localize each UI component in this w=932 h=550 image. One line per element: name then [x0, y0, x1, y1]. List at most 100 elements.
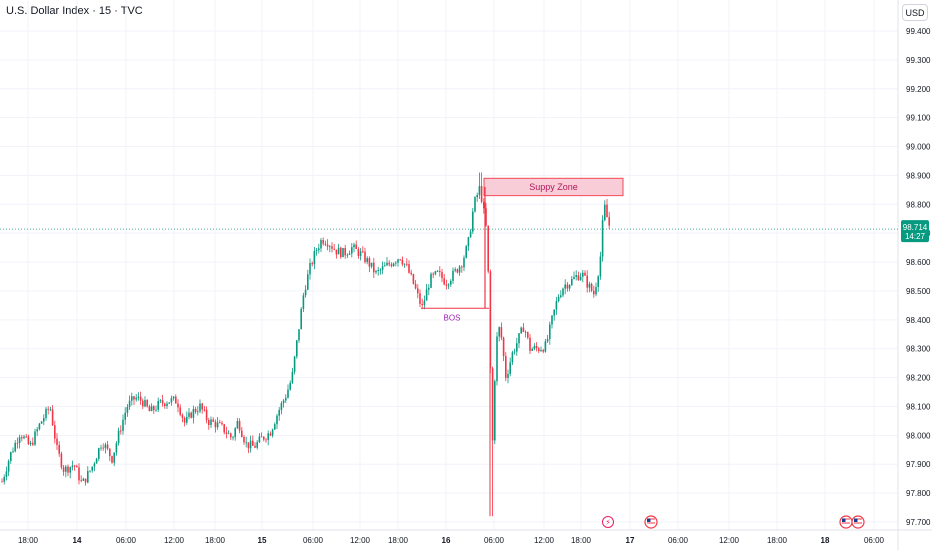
candle-body	[230, 433, 232, 438]
candle-body	[390, 264, 393, 267]
candle-body	[177, 403, 179, 408]
events[interactable]: ⚡	[602, 515, 865, 529]
flag-stripe	[854, 518, 862, 520]
flag-stripe	[854, 520, 862, 522]
us-flag-event-icon[interactable]	[644, 515, 658, 529]
y-tick-label: 97.900	[906, 460, 931, 469]
candle-body	[595, 286, 597, 295]
candle-body	[357, 248, 360, 256]
candle-body	[491, 368, 494, 441]
candle-body	[516, 343, 518, 352]
candle-body	[529, 337, 531, 351]
x-tick-label: 17	[626, 536, 635, 545]
candle-body	[430, 273, 432, 288]
price-tag-box	[901, 220, 929, 243]
candle-body	[183, 417, 186, 423]
candle-body	[3, 477, 5, 482]
candle-body	[142, 400, 144, 407]
candle-body	[518, 333, 520, 344]
candle-body	[34, 431, 36, 445]
candle-body	[25, 436, 27, 438]
y-tick-label: 98.600	[906, 258, 931, 267]
candle-body	[304, 289, 307, 296]
candle-body	[436, 270, 439, 272]
candle-body	[192, 408, 195, 418]
candle-body	[166, 403, 168, 407]
candle-body	[252, 440, 254, 446]
candle-body	[168, 402, 170, 404]
y-tick-label: 99.100	[906, 114, 931, 123]
candle-body	[225, 432, 228, 434]
candle-body	[597, 276, 599, 287]
candle-body	[326, 244, 329, 247]
supply-zone[interactable]: Suppy Zone	[483, 177, 624, 197]
bos-label: BOS	[444, 313, 461, 322]
candle-body	[148, 406, 151, 412]
chart-title: U.S. Dollar Index · 15 · TVC	[6, 5, 143, 17]
candle-body	[401, 259, 404, 265]
candle-body	[445, 284, 448, 286]
candle-body	[320, 239, 322, 249]
supply-zone-box[interactable]	[483, 177, 624, 197]
candle-body	[278, 410, 280, 416]
candle-body	[172, 396, 175, 399]
candle-body	[461, 266, 463, 268]
candle-body	[333, 248, 335, 250]
price-tag-value: 98.714	[903, 223, 928, 232]
candle-body	[474, 197, 476, 212]
price-tag-countdown: 14:27	[905, 232, 926, 241]
candle-body	[584, 272, 586, 276]
candle-body	[568, 284, 571, 289]
us-flag-event-icon[interactable]	[851, 515, 865, 529]
candle-body	[364, 251, 366, 263]
supply-zone-label: Suppy Zone	[529, 182, 578, 192]
x-tick-label: 06:00	[116, 536, 137, 545]
candle-body	[379, 269, 382, 271]
candle-body	[313, 251, 316, 265]
candle-body	[78, 467, 80, 481]
x-tick-label: 12:00	[350, 536, 371, 545]
flag-stripe	[647, 524, 655, 526]
candle-body	[293, 356, 296, 372]
candle-body	[544, 341, 547, 352]
flag-canton	[854, 518, 858, 522]
candle-body	[606, 204, 608, 218]
candle-body	[463, 257, 465, 268]
candle-body	[10, 452, 12, 462]
us-flag-event-icon[interactable]	[839, 515, 853, 529]
x-tick-label: 18:00	[571, 536, 592, 545]
candle-body	[267, 433, 269, 440]
candle-body	[560, 295, 562, 298]
candle-body	[522, 327, 525, 332]
candle-body	[120, 430, 122, 432]
candle-body	[469, 231, 472, 238]
flag-stripe	[647, 518, 655, 520]
candle-body	[91, 466, 93, 471]
candle-body	[60, 453, 63, 468]
candle-body	[593, 290, 595, 295]
candle-body	[221, 422, 223, 425]
candle-body	[553, 309, 555, 316]
x-tick-label: 16	[442, 536, 451, 545]
candle-body	[106, 444, 109, 449]
candle-body	[487, 225, 489, 272]
x-tick-label: 06:00	[864, 536, 885, 545]
currency-button[interactable]: USD	[902, 4, 928, 21]
candle-body	[18, 437, 21, 444]
lightning-event-icon[interactable]: ⚡	[602, 516, 614, 528]
y-tick-label: 98.900	[906, 171, 931, 180]
x-tick-label: 06:00	[484, 536, 505, 545]
x-tick-label: 18:00	[18, 536, 39, 545]
candle-body	[144, 400, 146, 407]
candle-body	[441, 272, 443, 279]
candle-body	[38, 423, 41, 430]
candle-body	[302, 295, 305, 309]
candle-body	[1, 481, 3, 483]
flag-stripe	[647, 520, 655, 522]
candle-body	[447, 284, 450, 286]
candle-body	[344, 247, 346, 256]
candle-body	[604, 204, 606, 221]
candle-body	[111, 456, 113, 463]
